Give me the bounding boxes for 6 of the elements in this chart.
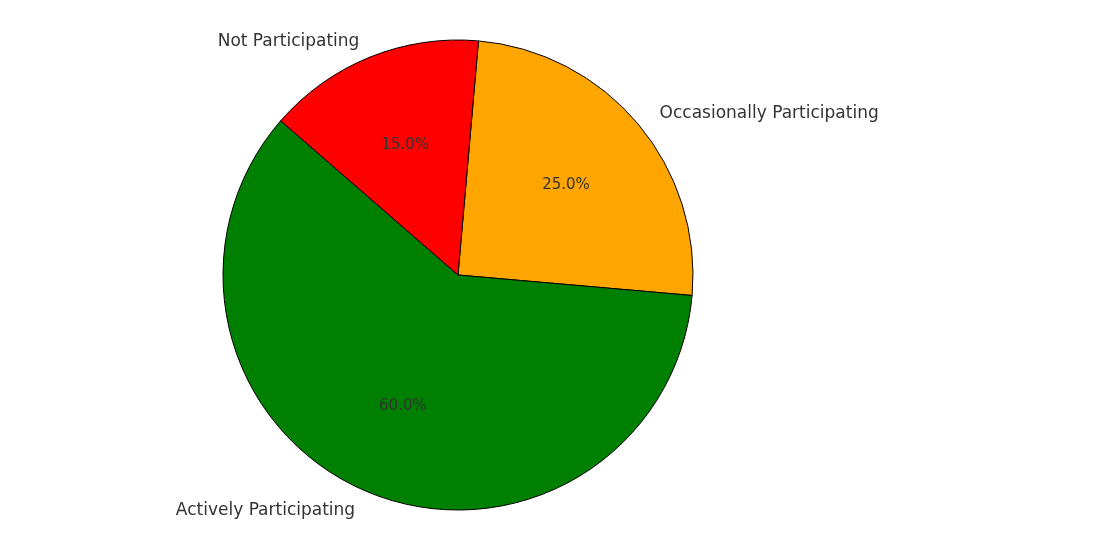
slice-label: Actively Participating bbox=[175, 498, 356, 519]
slice-label: Not Participating bbox=[217, 29, 360, 50]
data-label: 15.0% bbox=[381, 135, 430, 154]
data-label: 25.0% bbox=[542, 175, 590, 194]
slice-label: Occasionally Participating bbox=[659, 101, 879, 122]
data-label: 60.0% bbox=[379, 395, 427, 414]
